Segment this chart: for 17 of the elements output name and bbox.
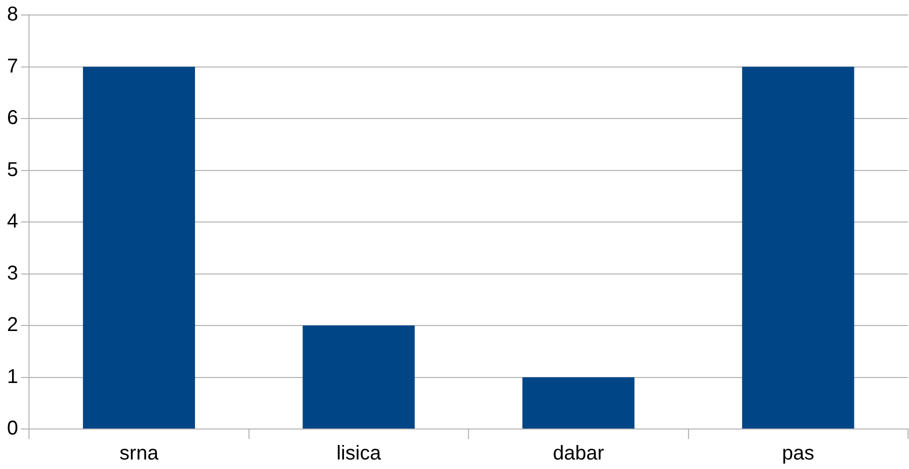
x-tick-label: pas: [782, 442, 814, 465]
x-tick-label: srna: [120, 442, 160, 465]
y-tick-label: 0: [7, 418, 18, 440]
x-tick-label: lisica: [336, 442, 382, 465]
y-tick-label: 3: [7, 262, 18, 284]
bar: [82, 66, 196, 428]
bar: [522, 377, 634, 428]
y-tick-label: 7: [7, 55, 18, 78]
bar: [742, 66, 854, 428]
x-tick-label: dabar: [552, 442, 604, 465]
bar: [302, 326, 415, 428]
y-tick-label: 5: [7, 158, 18, 181]
y-tick-label: 6: [7, 107, 18, 130]
y-tick-label: 4: [7, 210, 18, 233]
y-tick-label: 2: [7, 314, 18, 336]
y-tick-label: 8: [7, 4, 18, 26]
y-tick-label: 1: [7, 366, 18, 388]
